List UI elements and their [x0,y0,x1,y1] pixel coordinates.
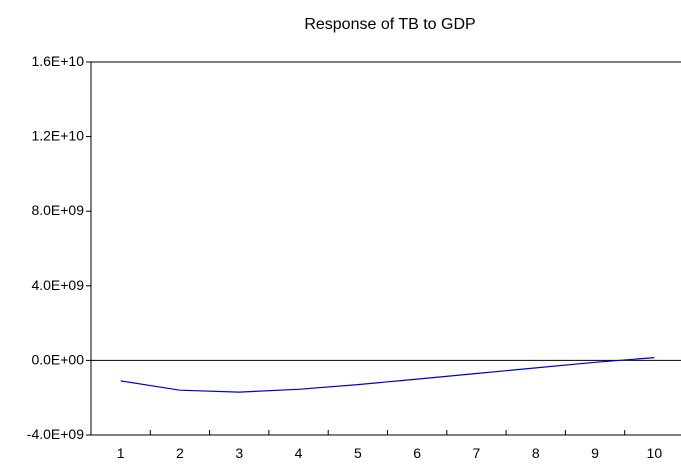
y-tick-label: 1.2E+10 [31,128,84,144]
x-tick-label: 2 [176,445,184,461]
x-tick-label: 9 [591,445,599,461]
y-tick-label: 4.0E+09 [31,277,84,293]
x-axis: 1 2 3 4 5 6 7 8 9 10 [117,430,663,461]
y-tick-label: 1.6E+10 [31,53,84,69]
series-group [120,357,655,393]
x-tick-label: 10 [647,445,663,461]
x-tick-label: 7 [473,445,481,461]
y-tick-label: -4.0E+09 [27,426,84,442]
y-axis: -4.0E+09 0.0E+00 4.0E+09 8.0E+09 1.2E+10 1.6E… [27,53,91,442]
chart-title: Response of TB to GDP [304,16,475,33]
x-tick-label: 1 [117,445,125,461]
series-line [120,357,655,393]
y-tick-label: 8.0E+09 [31,202,84,218]
x-tick-label: 8 [532,445,540,461]
x-tick-label: 5 [354,445,362,461]
plot-frame [90,61,681,436]
x-tick-label: 4 [295,445,303,461]
x-tick-label: 3 [235,445,243,461]
y-tick-label: 0.0E+00 [31,351,84,367]
x-tick-label: 6 [413,445,421,461]
